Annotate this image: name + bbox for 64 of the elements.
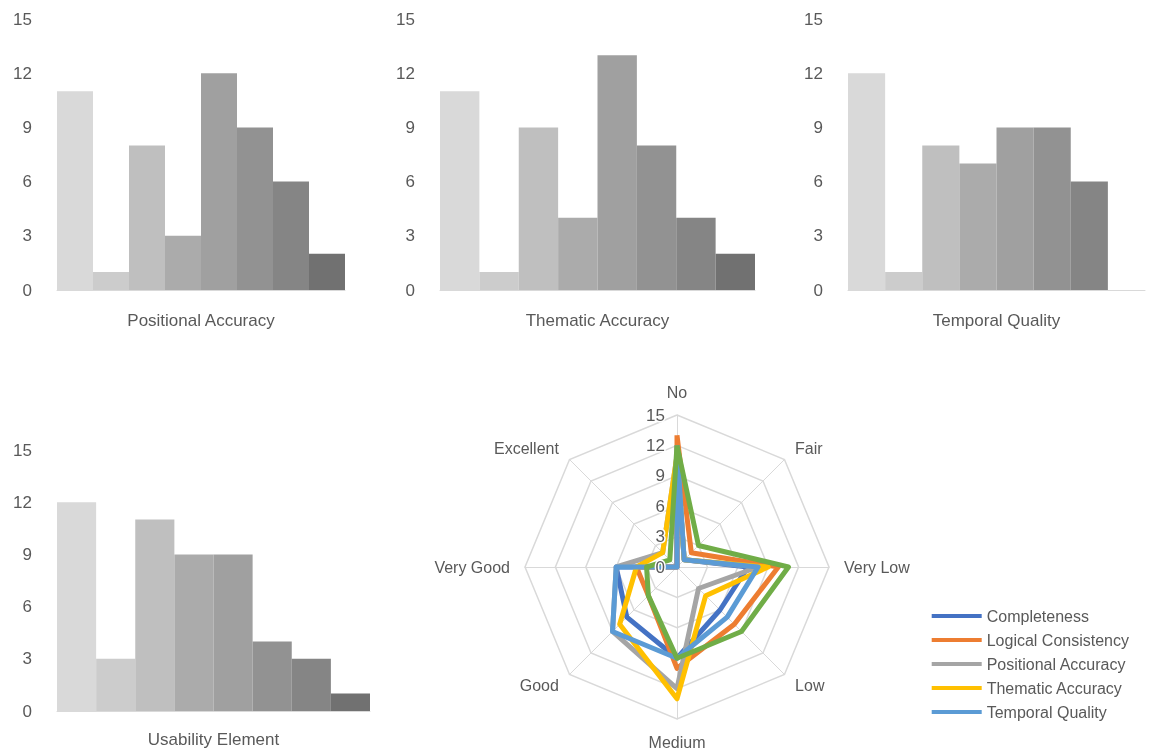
y-tick-label: 9: [22, 117, 32, 137]
bar: [1070, 181, 1108, 290]
y-tick-label: 12: [13, 492, 32, 512]
bar: [237, 127, 273, 290]
y-tick-label: 6: [405, 172, 415, 192]
bar: [252, 641, 292, 711]
bar: [922, 145, 960, 290]
bar: [135, 519, 175, 711]
legend-label: Completeness: [986, 607, 1089, 625]
x-axis-title: Usability Element: [147, 730, 280, 749]
y-tick-label: 3: [22, 226, 32, 246]
y-tick-label: 0: [813, 280, 823, 300]
bar: [129, 145, 165, 290]
bar: [273, 181, 309, 290]
y-tick-label: 6: [22, 172, 32, 192]
y-tick-label: 3: [22, 649, 32, 669]
bar: [479, 271, 519, 290]
y-tick-label: 15: [646, 405, 665, 425]
y-tick-label: 15: [804, 9, 823, 29]
bar: [330, 693, 370, 711]
y-tick-label: 9: [813, 117, 823, 137]
spoke-label: Excellent: [493, 440, 560, 458]
bar: [1033, 127, 1071, 290]
y-tick-label: 12: [646, 435, 665, 455]
y-tick-label: 15: [396, 9, 415, 29]
spoke-label: Good: [519, 676, 559, 694]
x-axis-title: Temporal Quality: [932, 311, 1061, 330]
y-tick-label: 0: [22, 701, 32, 721]
bar: [518, 127, 559, 290]
y-tick-label: 15: [13, 440, 32, 460]
spoke-label: Very Good: [434, 558, 510, 576]
spoke-label: Fair: [795, 440, 824, 458]
legend-label: Thematic Accuracy: [986, 679, 1122, 697]
y-tick-label: 9: [655, 466, 665, 486]
bar: [676, 217, 716, 290]
bar: [291, 658, 331, 711]
y-tick-label: 15: [13, 9, 32, 29]
y-tick-label: 12: [804, 63, 823, 83]
bar: [96, 658, 136, 711]
spoke-label: Very Low: [844, 558, 911, 576]
y-tick-label: 3: [813, 226, 823, 246]
spoke-label: Medium: [648, 733, 706, 751]
bar: [715, 253, 755, 290]
y-tick-label: 12: [396, 63, 415, 83]
bar: [309, 253, 345, 290]
legend-label: Temporal Quality: [986, 703, 1107, 721]
legend-label: Positional Accuracy: [986, 655, 1126, 673]
y-tick-label: 6: [813, 172, 823, 192]
y-tick-label: 0: [405, 280, 415, 300]
x-axis-title: Positional Accuracy: [127, 311, 276, 330]
x-axis-title: Thematic Accuracy: [525, 311, 670, 330]
y-tick-label: 9: [22, 544, 32, 564]
y-tick-label: 6: [655, 496, 665, 516]
spoke-label: Low: [795, 676, 825, 694]
bar: [636, 145, 677, 290]
bar: [885, 271, 923, 290]
y-tick-label: 3: [405, 226, 415, 246]
spoke-label: No: [666, 383, 688, 401]
bar: [93, 271, 129, 290]
legend-label: Logical Consistency: [986, 631, 1129, 649]
y-tick-label: 9: [405, 117, 415, 137]
y-tick-label: 6: [22, 597, 32, 617]
y-tick-label: 12: [13, 63, 32, 83]
y-tick-label: 0: [22, 280, 32, 300]
